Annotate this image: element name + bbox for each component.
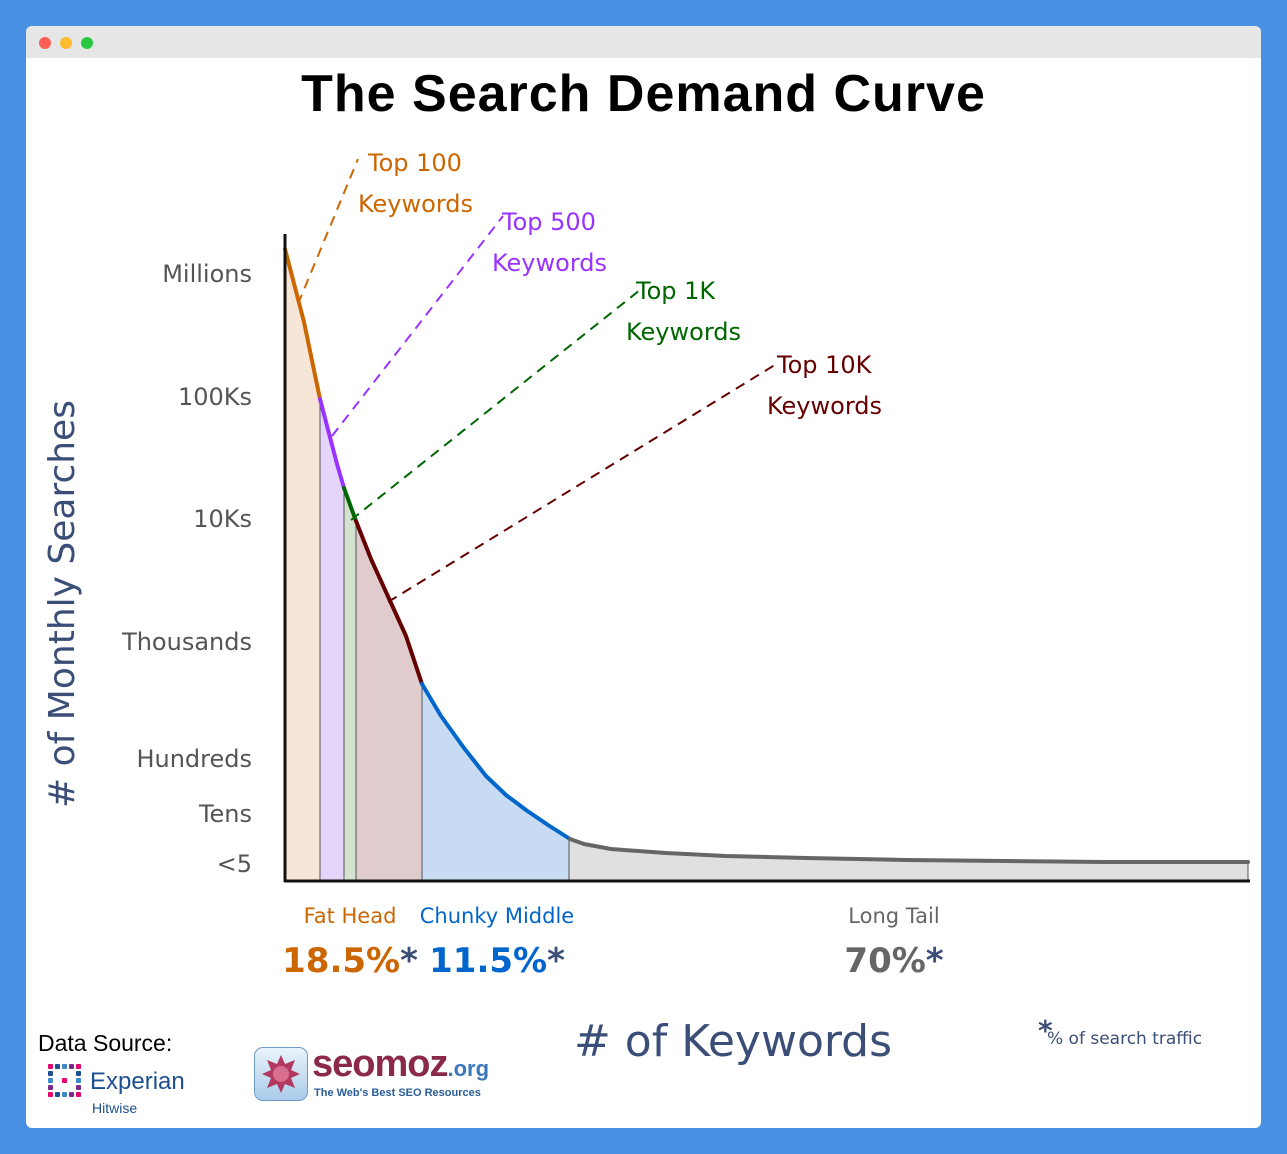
callout-leader-1 [331,215,504,437]
callout-label: Top 1K Keywords [626,277,741,346]
segment-label: Long Tail [848,904,939,928]
curve-top1k [342,486,358,523]
y-tick-label: Thousands [121,628,252,656]
window-titlebar [26,26,1261,58]
callout-line2: Keywords [492,249,607,277]
y-axis-label: # of Monthly Searches [42,400,83,808]
y-tick-label: 10Ks [193,505,252,533]
top1k-fill [344,249,356,880]
y-tick-label: <5 [217,850,252,878]
y-tick-label: 100Ks [178,383,252,411]
callout-label: Top 100 Keywords [358,149,473,218]
curve-top100 [283,247,322,401]
demand-curve-chart: Millions 100Ks 10Ks Thousands Hundreds Tens <5… [42,149,1250,1067]
seomoz-star-icon [254,1047,308,1101]
curve-top500 [318,397,346,490]
callout-leader-2 [350,289,641,521]
curve-long-tail [568,837,1250,864]
y-tick-label: Millions [162,260,252,288]
callout-line2: Keywords [626,318,741,346]
callout-line1: Top 1K [635,277,716,305]
long-tail-fill [569,249,1248,880]
seomoz-name: seomoz.org [312,1043,490,1085]
browser-window: The Search Demand Curve Millions 100Ks 10K… [26,26,1261,1128]
segment-percent: 11.5%* [429,941,565,981]
seomoz-tagline: The Web's Best SEO Resources [314,1087,481,1099]
chunky-middle-fill [422,249,569,880]
callout-line1: Top 500 [501,208,596,236]
curve-chunky-middle [420,682,572,841]
y-tick-label: Hundreds [136,745,252,773]
curve-top10k [354,519,424,686]
segment-label: Fat Head [304,904,397,928]
segment-label: Chunky Middle [420,904,574,928]
callout-line2: Keywords [767,392,882,420]
segment-percent: 70%* [844,941,943,981]
seomoz-logo: seomoz.org The Web's Best SEO Resources [254,1043,514,1105]
footnote-asterisk: * [1038,1014,1053,1047]
maximize-window-button[interactable] [81,37,93,49]
experian-dots-icon [48,1064,84,1100]
callout-label: Top 500 Keywords [492,208,607,277]
footnote-text: % of search traffic [1047,1029,1202,1049]
footnote: * % of search traffic [1038,1014,1202,1049]
close-window-button[interactable] [39,37,51,49]
callout-line2: Keywords [358,190,473,218]
y-tick-label: Tens [198,800,252,828]
callout-line1: Top 10K [776,351,873,379]
callout-leader-3 [387,362,779,603]
callout-line1: Top 100 [367,149,462,177]
experian-subtitle: Hitwise [92,1100,138,1116]
segment-percent: 18.5%* [282,941,418,981]
data-source-label: Data Source: [38,1030,173,1056]
experian-name: Experian [90,1068,185,1095]
top500-fill [320,249,344,880]
callout-leader-0 [297,158,359,305]
minimize-window-button[interactable] [60,37,72,49]
callout-label: Top 10K Keywords [767,351,882,420]
chart-title: The Search Demand Curve [301,65,986,123]
x-axis-label: # of Keywords [574,1016,892,1067]
